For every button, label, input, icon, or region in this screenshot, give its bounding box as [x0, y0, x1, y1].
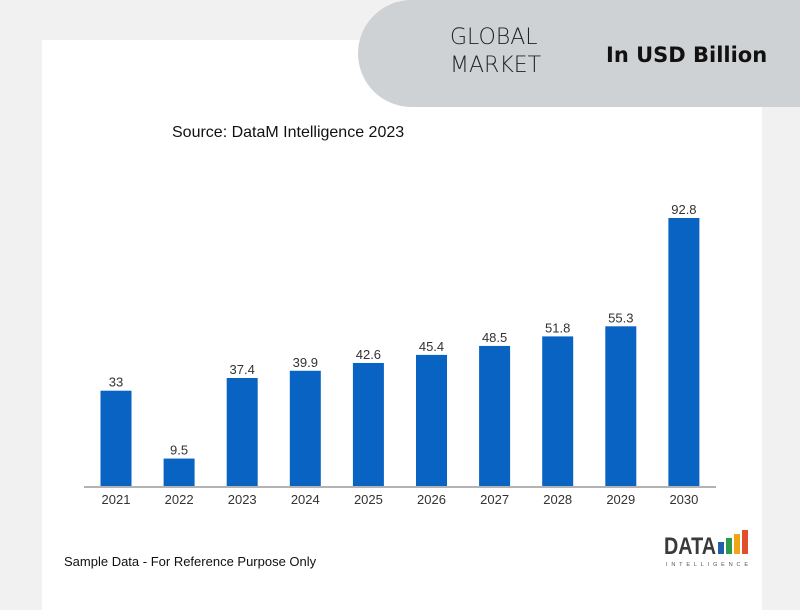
data-label-2023: 37.4 — [230, 362, 255, 377]
data-label-2025: 42.6 — [356, 347, 381, 362]
bar-2025 — [352, 362, 384, 486]
bar-2029 — [605, 326, 637, 486]
data-label-2026: 45.4 — [419, 339, 444, 354]
bar-2026 — [416, 354, 447, 486]
header-banner — [358, 0, 800, 107]
x-tick-label-2023: 2023 — [228, 492, 257, 507]
x-tick-label-2030: 2030 — [669, 492, 698, 507]
bar-2028 — [542, 336, 574, 486]
data-label-2030: 92.8 — [671, 202, 696, 217]
x-tick-label-2024: 2024 — [291, 492, 320, 507]
data-label-2029: 55.3 — [608, 310, 633, 325]
data-label-2024: 39.9 — [293, 355, 318, 370]
bar-2024 — [289, 370, 321, 486]
title-line-1: GLOBAL — [450, 25, 538, 50]
bar-2022 — [163, 458, 195, 486]
x-tick-label-2027: 2027 — [480, 492, 509, 507]
footnote: Sample Data - For Reference Purpose Only — [64, 554, 317, 569]
x-tick-label-2026: 2026 — [417, 492, 446, 507]
data-label-2021: 33 — [109, 375, 123, 390]
data-label-2028: 51.8 — [545, 320, 570, 335]
bar-2021 — [100, 390, 132, 486]
x-tick-label-2028: 2028 — [543, 492, 572, 507]
svg-text:DATA: DATA — [664, 533, 716, 560]
unit-label: In USD Billion — [606, 43, 768, 67]
svg-text:INTELLIGENCE: INTELLIGENCE — [666, 562, 748, 568]
title-line-2: MARKET — [450, 53, 542, 78]
x-tick-label-2022: 2022 — [165, 492, 194, 507]
market-title: GLOBAL MARKET — [450, 24, 541, 80]
datam-intelligence-logo: DATA INTELLIGENCE — [664, 530, 748, 568]
bar-2023 — [226, 377, 258, 486]
data-label-2022: 9.5 — [170, 443, 188, 458]
source-text: Source: DataM Intelligence 2023 — [172, 124, 405, 141]
chart-card — [42, 40, 762, 610]
x-tick-label-2029: 2029 — [606, 492, 635, 507]
bar-2030 — [668, 218, 700, 486]
bar-2027 — [479, 345, 511, 486]
x-tick-label-2021: 2021 — [102, 492, 131, 507]
x-tick-label-2025: 2025 — [354, 492, 383, 507]
data-label-2027: 48.5 — [482, 330, 507, 345]
